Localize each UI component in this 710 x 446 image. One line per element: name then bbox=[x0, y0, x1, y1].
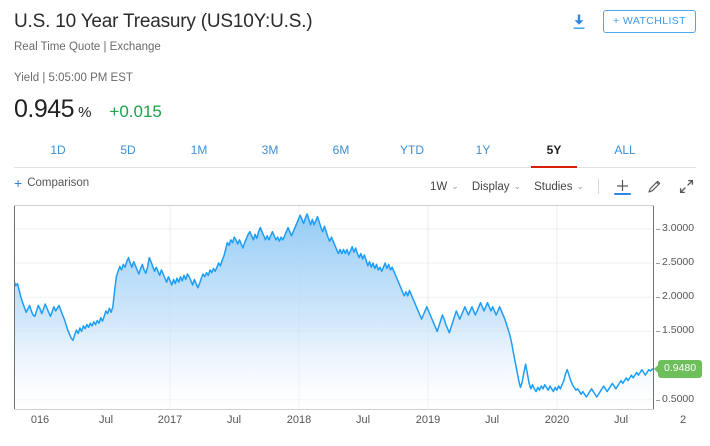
tab-underline bbox=[602, 166, 648, 168]
tab-ytd[interactable]: YTD bbox=[389, 143, 435, 168]
tab-label: YTD bbox=[400, 143, 424, 157]
tab-6m[interactable]: 6M bbox=[318, 143, 364, 168]
tab-5d[interactable]: 5D bbox=[105, 143, 151, 168]
page-title: U.S. 10 Year Treasury (US10Y:U.S.) bbox=[14, 11, 313, 32]
y-tick-label: 2.0000 bbox=[662, 290, 695, 303]
plus-icon: + bbox=[14, 174, 23, 191]
x-tick-label: Jul bbox=[484, 414, 500, 426]
toolbar-divider bbox=[598, 179, 599, 194]
x-axis: 016 Jul 2017 Jul 2018 Jul 2019 Jul 2020 Jul 2 bbox=[0, 414, 710, 434]
chart-line bbox=[14, 213, 654, 398]
tab-label: 3M bbox=[261, 143, 279, 157]
tab-underline bbox=[318, 166, 364, 168]
x-tick-label: Jul bbox=[98, 414, 114, 426]
display-label: Display bbox=[471, 180, 510, 193]
quote-source: Real Time Quote | Exchange bbox=[14, 41, 161, 53]
comparison-label: Comparison bbox=[27, 177, 90, 189]
x-tick-label: 2020 bbox=[544, 414, 570, 426]
range-tab-bar: 1D 5D 1M 3M 6M YTD 1Y 5Y ALL bbox=[14, 142, 696, 168]
chevron-down-icon: ⌄ bbox=[451, 181, 459, 191]
tab-label: 6M bbox=[332, 143, 350, 157]
tab-bar-track bbox=[14, 167, 696, 168]
interval-dropdown[interactable]: 1W ⌄ bbox=[430, 181, 459, 193]
x-tick-label: Jul bbox=[355, 414, 371, 426]
add-comparison-button[interactable]: + Comparison bbox=[14, 174, 696, 191]
toolbar-right-group: 1W ⌄ Display ⌄ Studies ⌄ bbox=[430, 177, 696, 196]
chevron-down-icon: ⌄ bbox=[576, 181, 584, 191]
tab-3m[interactable]: 3M bbox=[247, 143, 293, 168]
tab-underline bbox=[389, 166, 435, 168]
y-tick-mark bbox=[656, 331, 660, 333]
tab-underline bbox=[105, 166, 151, 168]
x-tick-label: Jul bbox=[613, 414, 629, 426]
chart-area-fill bbox=[14, 213, 654, 410]
x-tick-label: 2019 bbox=[415, 414, 441, 426]
header-actions: + WATCHLIST bbox=[569, 10, 696, 33]
studies-label: Studies bbox=[534, 180, 573, 193]
last-value-badge: 0.9480 bbox=[658, 360, 703, 379]
tab-1m[interactable]: 1M bbox=[176, 143, 222, 168]
y-tick-label: 3.0000 bbox=[662, 221, 695, 234]
y-tick-mark bbox=[656, 228, 660, 230]
tab-underline-active bbox=[531, 166, 577, 168]
y-axis: 3.0000 2.5000 2.0000 1.5000 0.5000 bbox=[656, 205, 710, 410]
fullscreen-expand-icon[interactable] bbox=[677, 177, 696, 196]
chart-toolbar: + Comparison 1W ⌄ Display ⌄ Studies ⌄ bbox=[14, 174, 696, 199]
tab-all[interactable]: ALL bbox=[602, 143, 648, 168]
draw-pencil-icon[interactable] bbox=[645, 177, 664, 196]
yield-change: +0.015 bbox=[109, 102, 162, 121]
quote-timestamp: Yield | 5:05:00 PM EST bbox=[14, 72, 133, 84]
tab-underline bbox=[460, 166, 506, 168]
yield-chart[interactable] bbox=[14, 205, 654, 410]
y-tick-label: 1.5000 bbox=[662, 324, 695, 337]
tab-label: 1M bbox=[190, 143, 208, 157]
x-tick-label: 2 bbox=[679, 414, 687, 426]
y-tick-mark bbox=[656, 297, 660, 299]
x-tick-label: 2017 bbox=[157, 414, 183, 426]
y-tick-label: 0.5000 bbox=[662, 392, 695, 405]
tab-label: 5D bbox=[120, 143, 136, 157]
tab-5y[interactable]: 5Y bbox=[531, 143, 577, 168]
x-tick-label: Jul bbox=[226, 414, 242, 426]
display-dropdown[interactable]: Display ⌄ bbox=[472, 181, 521, 193]
percent-symbol: % bbox=[78, 104, 92, 121]
studies-dropdown[interactable]: Studies ⌄ bbox=[534, 181, 584, 193]
x-tick-label: 2018 bbox=[286, 414, 312, 426]
price-row: 0.945 % +0.015 bbox=[14, 95, 696, 124]
interval-label: 1W bbox=[430, 180, 448, 193]
tab-label: 1Y bbox=[475, 143, 491, 157]
tab-1y[interactable]: 1Y bbox=[460, 143, 506, 168]
tab-label: 5Y bbox=[546, 143, 562, 157]
add-to-watchlist-button[interactable]: + WATCHLIST bbox=[603, 10, 696, 33]
tab-1d[interactable]: 1D bbox=[35, 143, 81, 168]
tab-underline bbox=[176, 166, 222, 168]
chart-plot-area[interactable] bbox=[14, 205, 654, 410]
y-tick-mark bbox=[656, 399, 660, 401]
tab-label: 1D bbox=[50, 143, 66, 157]
chevron-down-icon: ⌄ bbox=[513, 181, 522, 191]
quote-header: U.S. 10 Year Treasury (US10Y:U.S.) Real … bbox=[0, 0, 710, 124]
y-tick-label: 2.5000 bbox=[662, 256, 695, 269]
y-tick-mark bbox=[656, 263, 660, 265]
download-icon[interactable] bbox=[569, 12, 589, 32]
tab-underline bbox=[35, 166, 81, 168]
current-yield: 0.945 bbox=[14, 95, 75, 123]
x-tick-label: 016 bbox=[30, 414, 50, 426]
tab-label: ALL bbox=[614, 143, 636, 157]
crosshair-icon[interactable] bbox=[613, 177, 632, 196]
tab-underline bbox=[247, 166, 293, 168]
